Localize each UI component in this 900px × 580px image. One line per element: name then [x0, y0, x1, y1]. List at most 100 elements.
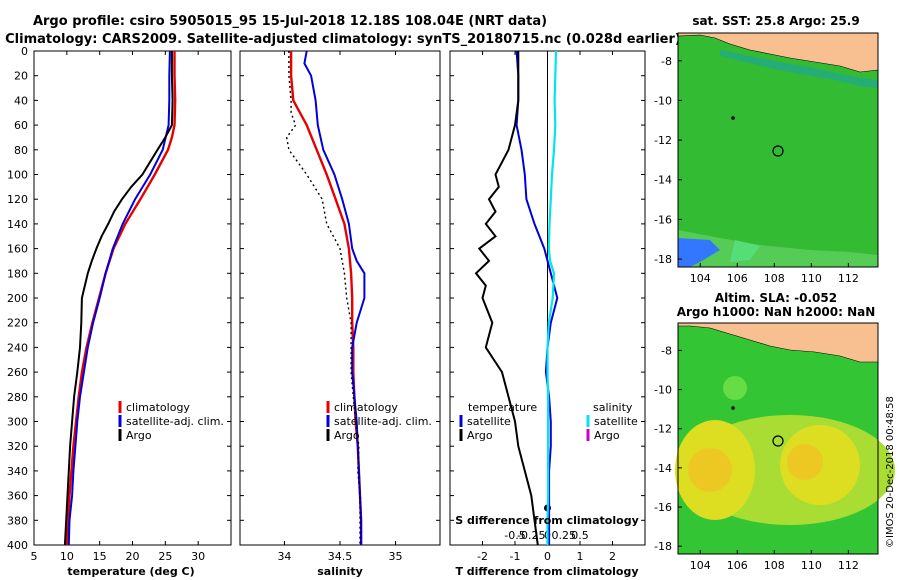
depth-tick-label: 220 [7, 317, 28, 330]
legend-label-climatology-sal: climatology [334, 401, 398, 414]
depth-tick-label: 360 [7, 490, 28, 503]
s-tick-label: 0.5 [571, 529, 589, 542]
sst-coastal-cool-band [720, 50, 878, 88]
map-lat-label: -12 [654, 423, 672, 436]
x-tick-label: 15 [93, 550, 107, 563]
map-lat-label: -10 [654, 384, 672, 397]
map-lon-label: 106 [727, 559, 748, 572]
legend-title-salinity: salinity [593, 401, 633, 414]
depth-tick-label: 300 [7, 416, 28, 429]
x-tick-label: 2 [609, 550, 616, 563]
difference-axis-label: T difference from climatology [455, 565, 638, 578]
map-lon-label: 104 [690, 559, 711, 572]
series-difference-temperature-satellite [515, 50, 559, 545]
legend-label-satellite-sal: satellite-adj. clim. [334, 415, 432, 428]
x-tick-label: -1 [510, 550, 521, 563]
salinity-axis-label: salinity [317, 565, 363, 578]
map-lat-label: -14 [654, 462, 672, 475]
depth-tick-label: 60 [14, 119, 28, 132]
s-tick-label: 0.25 [552, 529, 577, 542]
x-tick-label: 5 [31, 550, 38, 563]
legend-label-satellite: satellite-adj. clim. [126, 415, 224, 428]
legend-label-s-argo: Argo [594, 429, 620, 442]
map-lon-label: 110 [801, 559, 822, 572]
x-tick-label: 34.5 [328, 550, 353, 563]
x-tick-label: 34 [277, 550, 291, 563]
depth-tick-label: 320 [7, 440, 28, 453]
sst-south-band [678, 230, 878, 267]
map-lon-label: 104 [690, 272, 711, 285]
series-salinity-argo [285, 51, 361, 545]
legend-label-argo-sal: Argo [334, 429, 360, 442]
depth-tick-label: 400 [7, 539, 28, 552]
x-tick-label: 1 [577, 550, 584, 563]
legend-label-t-satellite: satellite [467, 415, 511, 428]
salinity-panel-frame [239, 50, 441, 546]
series-salinity-climatology [289, 51, 363, 545]
x-tick-label: -2 [477, 550, 488, 563]
sst-cold-patch [678, 238, 720, 267]
legend-label-argo: Argo [126, 429, 152, 442]
sst-map-title: sat. SST: 25.8 Argo: 25.9 [692, 14, 859, 28]
x-tick-label: 20 [126, 550, 140, 563]
sst-argo-position-marker [772, 145, 784, 157]
legend-title-temperature: temperature [468, 401, 537, 414]
s-difference-axis-label: S difference from climatology [455, 514, 639, 527]
credit-text: ©IMOS 20-Dec-2018 00:48:58 [885, 396, 896, 548]
x-tick-label: 35 [389, 550, 403, 563]
x-tick-label: 30 [191, 550, 205, 563]
depth-tick-label: 380 [7, 514, 28, 527]
sla-map-title-2: Argo h1000: NaN h2000: NaN [677, 305, 876, 319]
depth-tick-label: 260 [7, 366, 28, 379]
depth-tick-label: 20 [14, 70, 28, 83]
s-tick-label: -0.5 [504, 529, 525, 542]
temperature-legend: climatology satellite-adj. clim. Argo [118, 401, 224, 442]
depth-tick-label: 180 [7, 267, 28, 280]
depth-tick-label: 160 [7, 243, 28, 256]
sst-map [677, 32, 879, 268]
title-line-2: Climatology: CARS2009. Satellite-adjuste… [5, 32, 681, 47]
sla-island-marker [731, 406, 735, 410]
map-lat-label: -16 [654, 213, 672, 226]
depth-tick-label: 280 [7, 391, 28, 404]
map-lat-label: -8 [661, 55, 672, 68]
s-tick-label: -0.25 [517, 529, 545, 542]
sla-map [675, 322, 895, 555]
sla-small-high [723, 376, 747, 400]
sla-orange-east [787, 444, 823, 480]
legend-label-climatology: climatology [126, 401, 190, 414]
map-lat-label: -14 [654, 174, 672, 187]
series-difference-temperature-argo [474, 51, 539, 546]
temperature-axis-label: temperature (deg C) [67, 565, 194, 578]
x-tick-label: 25 [158, 550, 172, 563]
map-axis-ticks: 104 106 108 110 112 -8 -10 -12 -14 -16 -18 104 106 10… [654, 55, 859, 572]
axis-ticks [33, 50, 645, 546]
depth-tick-label: 200 [7, 292, 28, 305]
x-tick-label: 0 [544, 550, 551, 563]
map-lat-label: -8 [661, 344, 672, 357]
depth-tick-label: 100 [7, 169, 28, 182]
depth-tick-label: 40 [14, 94, 28, 107]
x-tick-labels: 510152025303434.535-2-1012-0.5-0.2500.25… [31, 529, 617, 563]
temperature-panel-frame [33, 50, 232, 546]
map-lat-label: -16 [654, 501, 672, 514]
series-difference-salinity-satellite [546, 50, 558, 545]
map-lat-label: -18 [654, 253, 672, 266]
series-temperature-climatology [65, 51, 177, 546]
map-lon-label: 112 [838, 559, 859, 572]
title-line-1: Argo profile: csiro 5905015_95 15-Jul-20… [33, 14, 547, 29]
series-temperature-argo [63, 51, 174, 546]
sla-argo-position-marker [772, 435, 784, 447]
sst-map-frame [677, 32, 879, 268]
series-salinity-satellite-adj-clim- [303, 50, 366, 545]
salinity-legend: climatology satellite-adj. clim. Argo [326, 401, 432, 442]
map-lon-label: 110 [801, 272, 822, 285]
x-tick-label: 10 [60, 550, 74, 563]
depth-tick-label: 240 [7, 341, 28, 354]
legend-label-s-satellite: satellite [594, 415, 638, 428]
legend-label-t-argo: Argo [467, 429, 493, 442]
depth-tick-labels: 0 20 40 60 80 100 120 140 160 180 200 220 240 260 280 3… [7, 45, 28, 552]
map-lon-label: 112 [838, 272, 859, 285]
depth-tick-label: 0 [21, 45, 28, 58]
